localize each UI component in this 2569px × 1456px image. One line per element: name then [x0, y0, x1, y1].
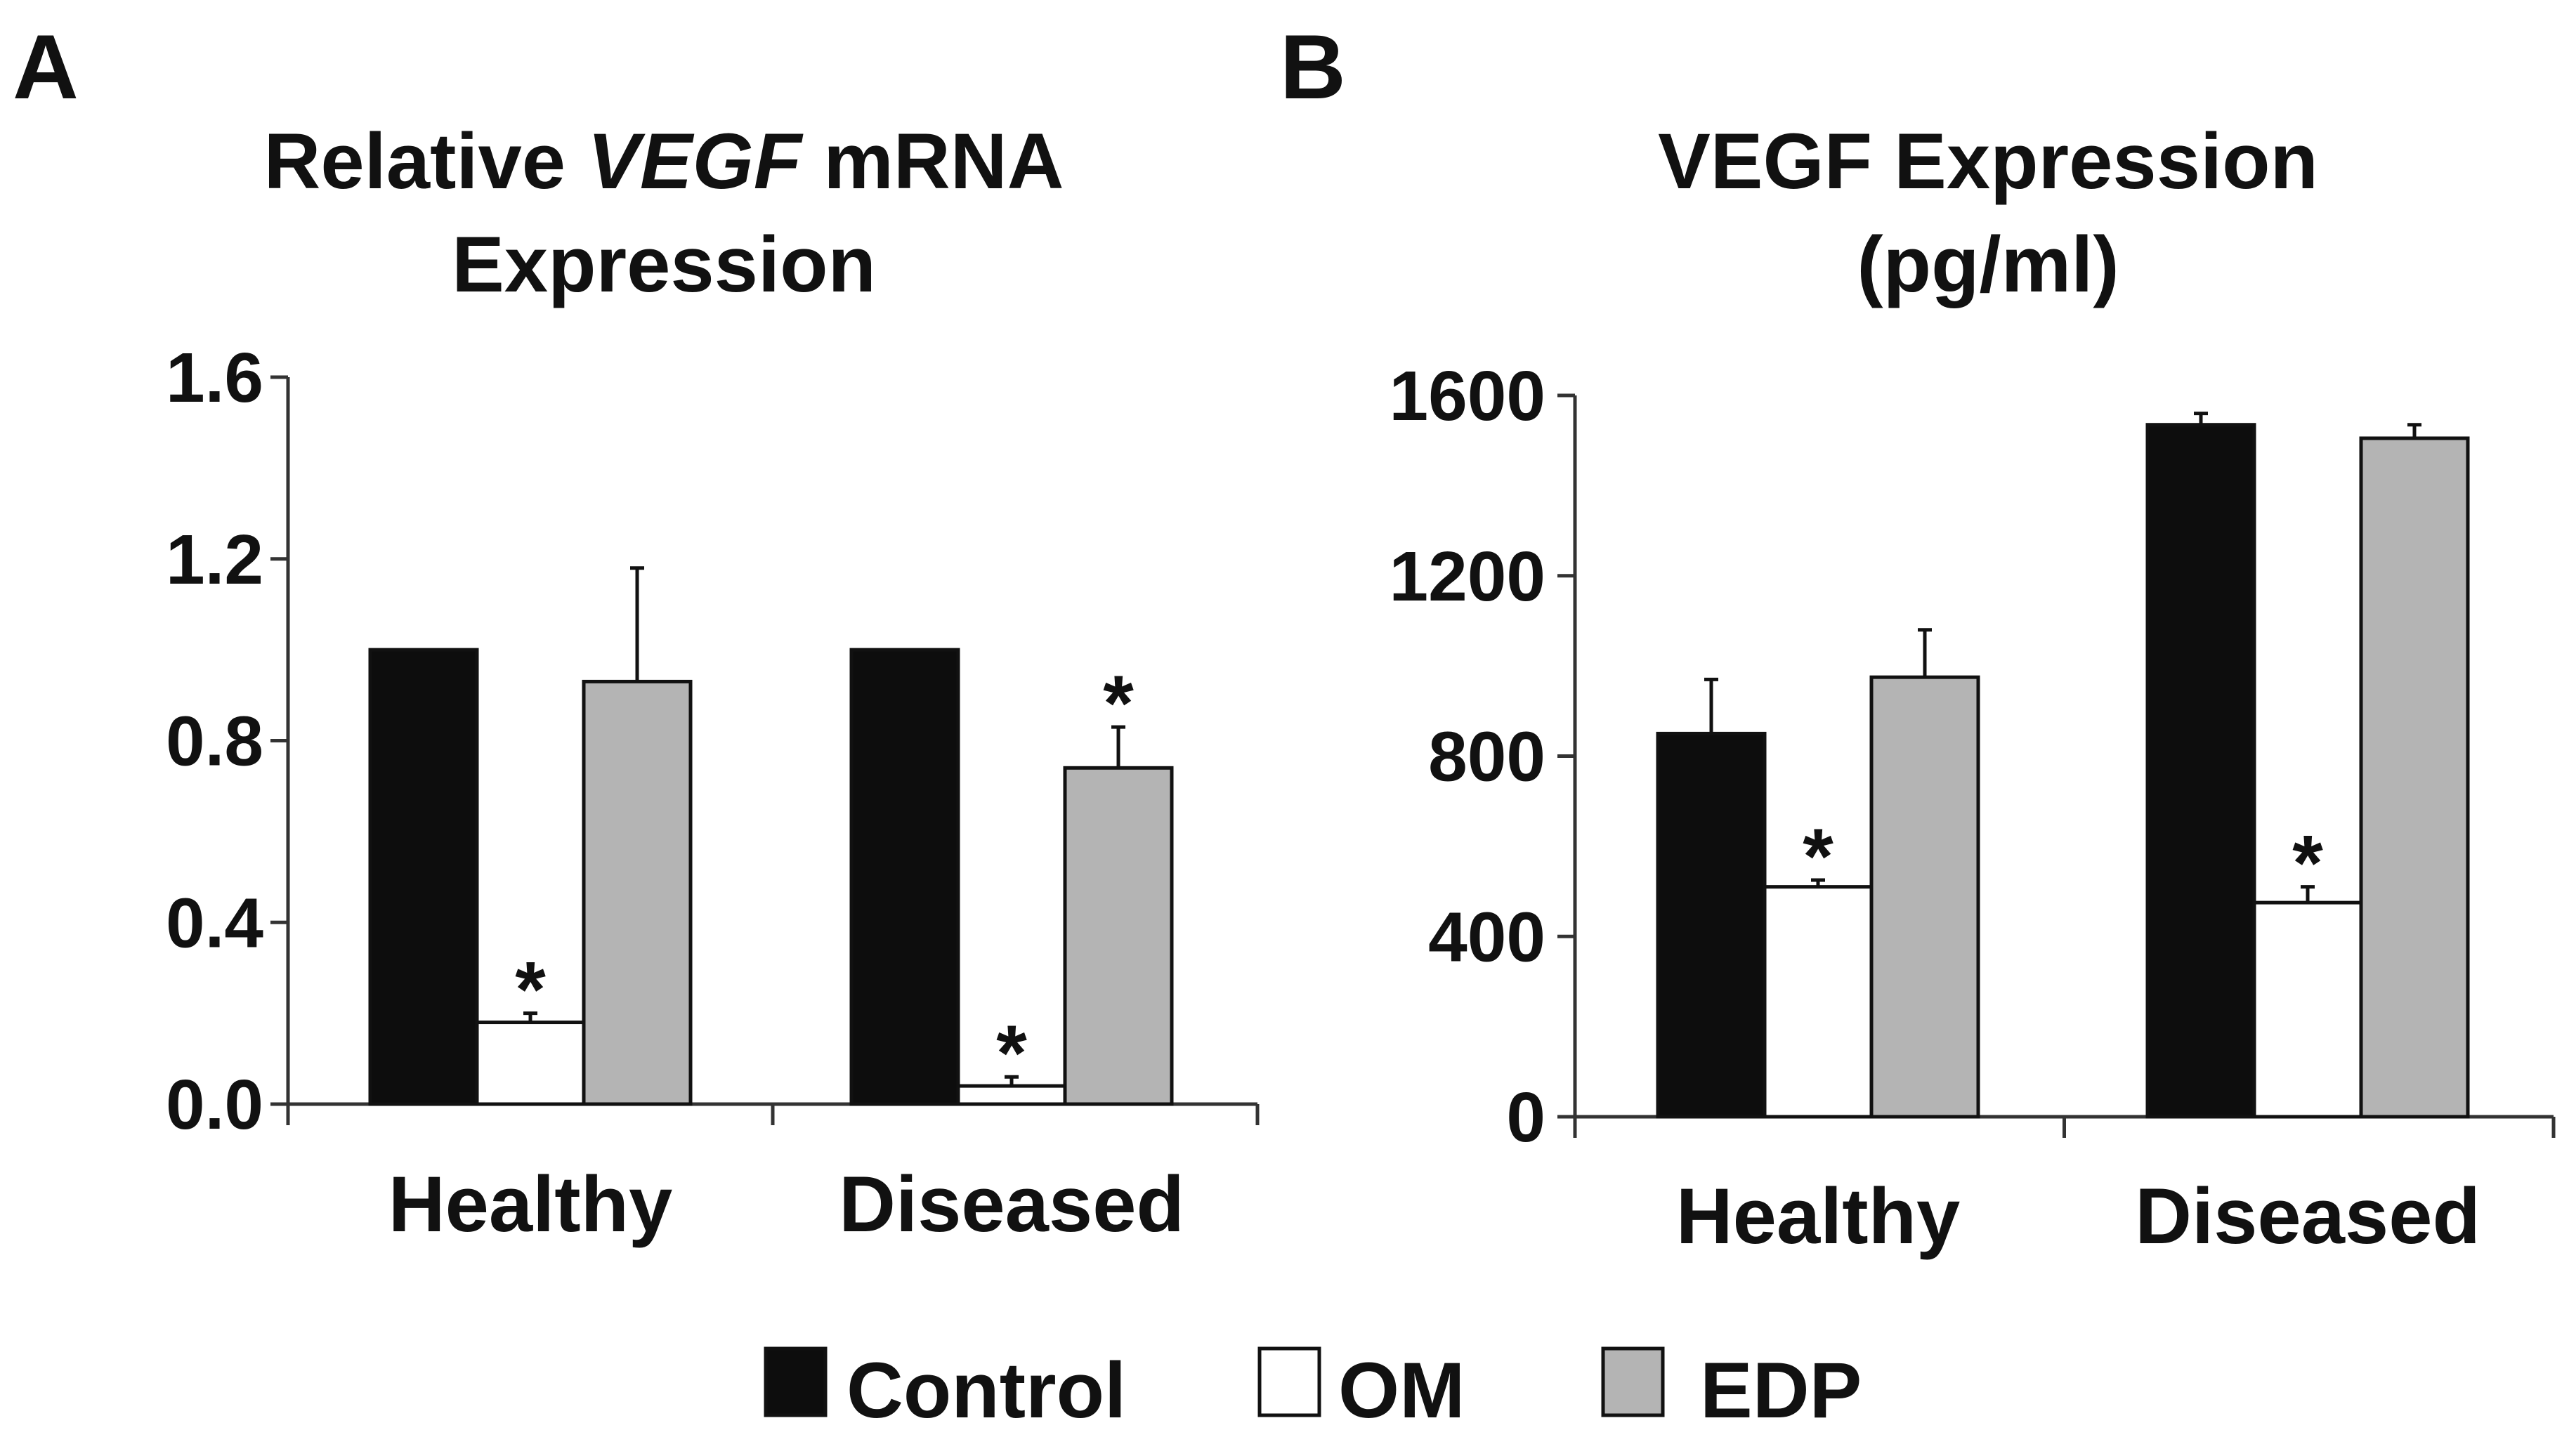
panel-a-plot: 0.0 0.4 0.8 1.2 1.6 * Healthy * * Diseased [166, 339, 1260, 1248]
panel-a-title-line2: Expression [452, 221, 876, 308]
panel-b-letter: B [1280, 15, 1346, 118]
panel-a-category-label-diseased: Diseased [839, 1160, 1184, 1248]
panel-b-bar-diseased-om [2252, 900, 2363, 1119]
panel-a-title: Relative VEGF mRNA [264, 117, 1064, 205]
panel-a-significance-healthy-om: * [515, 946, 546, 1034]
legend-swatch-edp [1601, 1346, 1665, 1417]
panel-b-category-label-diseased: Diseased [2135, 1172, 2480, 1260]
panel-b-bar-healthy-edp [1869, 675, 1980, 1119]
panel-b-significance-diseased-om: * [2292, 820, 2323, 907]
panel-a-bar-healthy-om [475, 1021, 586, 1106]
panel-a-y-tick-label: 0.0 [166, 1065, 263, 1144]
legend-label-control: Control [846, 1346, 1126, 1434]
panel-b-plot: 0 400 800 1200 1600 * Healthy * Diseased [1390, 357, 2556, 1260]
legend-label-edp: EDP [1700, 1346, 1862, 1434]
panel-b-title-line2: (pg/ml) [1857, 221, 2119, 308]
panel-a-y-tick-label: 1.6 [166, 339, 263, 417]
panel-a-bar-diseased-control [849, 648, 960, 1106]
panel-b-bar-diseased-edp [2359, 436, 2470, 1119]
panel-a-bar-diseased-edp [1063, 766, 1174, 1106]
panel-a-bar-diseased-om [956, 1084, 1067, 1106]
panel-a-category-label-healthy: Healthy [388, 1160, 673, 1248]
panel-a-title-part1: Relative [264, 117, 588, 205]
panel-b-y-tick-label: 1600 [1390, 357, 1545, 435]
legend: Control OM EDP [764, 1346, 1862, 1434]
panel-a-bar-healthy-control [368, 648, 479, 1106]
panel-b-significance-healthy-om: * [1803, 813, 1833, 900]
panel-b-y-tick-label: 1200 [1390, 537, 1545, 616]
legend-swatch-om [1257, 1346, 1321, 1417]
panel-b-y-tick-label: 400 [1428, 898, 1545, 976]
panel-b-y-tick-label: 0 [1506, 1078, 1545, 1157]
panel-a-y-tick-label: 0.8 [166, 702, 263, 781]
panel-a-y-tick-label: 1.2 [166, 520, 263, 599]
panel-a-title-italic: VEGF [587, 117, 804, 205]
legend-swatch-control [764, 1346, 828, 1417]
panel-b-y-tick-label: 800 [1428, 718, 1545, 796]
panel-b-bar-healthy-control [1656, 731, 1767, 1119]
panel-a-letter: A [13, 15, 79, 118]
panel-a-significance-diseased-edp: * [1103, 660, 1134, 747]
panel-a-bar-healthy-edp [582, 679, 693, 1106]
panel-b-category-label-healthy: Healthy [1676, 1172, 1961, 1260]
panel-b-bar-healthy-om [1763, 885, 1874, 1119]
panel-b-title: VEGF Expression [1658, 117, 2318, 205]
panel-a-significance-diseased-om: * [996, 1009, 1027, 1097]
panel-a-y-tick-label: 0.4 [166, 884, 263, 962]
panel-b-bar-diseased-control [2145, 423, 2256, 1119]
panel-a-title-part3: mRNA [802, 117, 1064, 205]
legend-label-om: OM [1338, 1346, 1465, 1434]
